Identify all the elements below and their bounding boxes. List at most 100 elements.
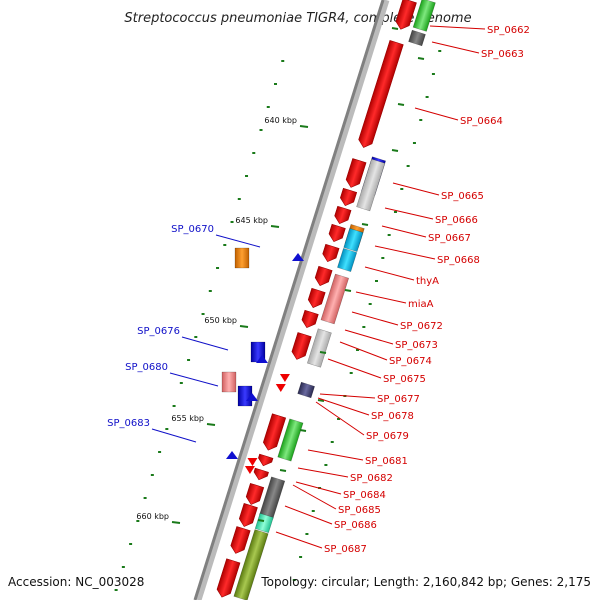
forward-gene-arrow xyxy=(291,332,312,360)
gene-label-leader xyxy=(327,358,382,379)
gene-label[interactable]: SP_0674 xyxy=(389,356,432,367)
minor-tick-mark xyxy=(391,149,399,152)
reverse-gene-arrow xyxy=(292,253,304,261)
gene-label-leader xyxy=(381,225,427,238)
small-gene-arrow xyxy=(279,374,290,382)
gene-label-leader xyxy=(307,449,364,461)
minor-tick-mark xyxy=(344,289,352,292)
track-dot xyxy=(165,428,169,430)
gene-label[interactable]: SP_0678 xyxy=(371,411,414,422)
track-dot xyxy=(337,418,341,420)
track-dot xyxy=(324,464,328,466)
reverse-gene-arrow xyxy=(256,355,268,363)
gene-label[interactable]: SP_0682 xyxy=(350,473,393,484)
gene-label[interactable]: SP_0670 xyxy=(171,224,214,235)
forward-gene-arrow xyxy=(314,265,333,286)
gene-label[interactable]: SP_0685 xyxy=(338,505,381,516)
gene-label[interactable]: SP_0663 xyxy=(481,49,524,60)
track-dot xyxy=(299,556,303,558)
accession-label: Accession: NC_003028 xyxy=(8,575,144,589)
track-dot xyxy=(179,382,183,384)
gene-label[interactable]: SP_0676 xyxy=(137,326,180,337)
gene-label[interactable]: miaA xyxy=(408,299,434,310)
gene-category-block xyxy=(408,29,426,47)
gene-label[interactable]: SP_0675 xyxy=(383,374,426,385)
track-dot xyxy=(121,566,125,568)
track-dot xyxy=(266,106,270,108)
gene-label[interactable]: SP_0666 xyxy=(435,215,478,226)
track-dot xyxy=(400,188,404,190)
reverse-gene-arrow xyxy=(226,451,238,459)
minor-tick-mark xyxy=(391,27,399,30)
gene-label[interactable]: SP_0680 xyxy=(125,362,168,373)
track-dot xyxy=(362,326,366,328)
track-dot xyxy=(431,73,435,75)
gene-label[interactable]: SP_0677 xyxy=(377,394,420,405)
gene-category-block xyxy=(343,228,364,252)
gene-label[interactable]: SP_0672 xyxy=(400,321,443,332)
minor-tick-mark xyxy=(299,429,307,432)
scale-tick-label: 655 kbp xyxy=(171,414,204,423)
gene-category-block xyxy=(412,0,436,32)
track-dot xyxy=(216,267,220,269)
track-dot xyxy=(172,405,176,407)
gene-category-block xyxy=(356,158,386,212)
gene-label-leader xyxy=(215,234,261,248)
forward-gene-arrow xyxy=(238,503,258,527)
track-dot xyxy=(143,497,147,499)
minor-tick-mark xyxy=(417,57,425,60)
gene-label[interactable]: SP_0686 xyxy=(334,520,377,531)
reverse-gene-block xyxy=(221,371,237,393)
gene-label-leader xyxy=(317,397,370,416)
gene-label[interactable]: SP_0665 xyxy=(441,191,484,202)
genome-summary: Topology: circular; Length: 2,160,842 bp… xyxy=(260,575,591,589)
gene-label[interactable]: SP_0683 xyxy=(107,418,150,429)
minor-tick-mark xyxy=(397,103,405,106)
gene-label-leader xyxy=(384,207,434,220)
gene-label[interactable]: SP_0668 xyxy=(437,255,480,266)
position-dots xyxy=(114,50,442,591)
track-dot xyxy=(252,152,256,154)
gene-label-leader xyxy=(315,401,365,436)
scale-tick-mark xyxy=(299,125,309,128)
gene-label-leader xyxy=(292,484,337,510)
gene-label[interactable]: SP_0679 xyxy=(366,431,409,442)
label-leaders xyxy=(151,25,486,549)
track-dot xyxy=(438,50,442,52)
gene-label-leader xyxy=(392,182,440,196)
gene-label-leader xyxy=(355,291,407,304)
scale-ticks: 640 kbp 645 kbp 650 kbp 655 kbp 660 kbp xyxy=(136,27,425,524)
forward-gene-arrow xyxy=(245,482,265,505)
gene-label[interactable]: thyA xyxy=(416,276,439,287)
forward-gene-arrow xyxy=(395,0,417,30)
gene-label-leader xyxy=(275,531,323,549)
track-dot xyxy=(245,175,249,177)
gene-label-leader xyxy=(339,341,388,361)
gene-label[interactable]: SP_0687 xyxy=(324,544,367,555)
gene-label-leader xyxy=(429,25,486,30)
gene-label[interactable]: SP_0662 xyxy=(487,25,530,36)
gene-label-leader xyxy=(431,41,480,54)
forward-gene-arrow xyxy=(230,526,251,554)
reverse-gene-arrow xyxy=(246,393,258,401)
feature-track xyxy=(216,0,436,600)
forward-gene-arrow xyxy=(307,287,326,308)
gene-label[interactable]: SP_0684 xyxy=(343,490,386,501)
gene-label[interactable]: SP_0667 xyxy=(428,233,471,244)
track-dot xyxy=(201,313,205,315)
gene-label[interactable]: SP_0681 xyxy=(365,456,408,467)
forward-gene-arrow xyxy=(340,187,358,207)
gene-label-leader xyxy=(295,481,342,495)
track-dot xyxy=(187,359,191,361)
gene-label[interactable]: SP_0664 xyxy=(460,116,503,127)
reverse-gene-block xyxy=(234,247,250,269)
track-dot xyxy=(237,198,241,200)
scale-tick-mark xyxy=(206,423,216,426)
gene-label[interactable]: SP_0673 xyxy=(395,340,438,351)
genome-backbone xyxy=(193,0,390,600)
minor-tick-mark xyxy=(317,399,325,402)
forward-gene-arrow xyxy=(322,243,340,263)
scale-tick-label: 660 kbp xyxy=(136,512,169,521)
